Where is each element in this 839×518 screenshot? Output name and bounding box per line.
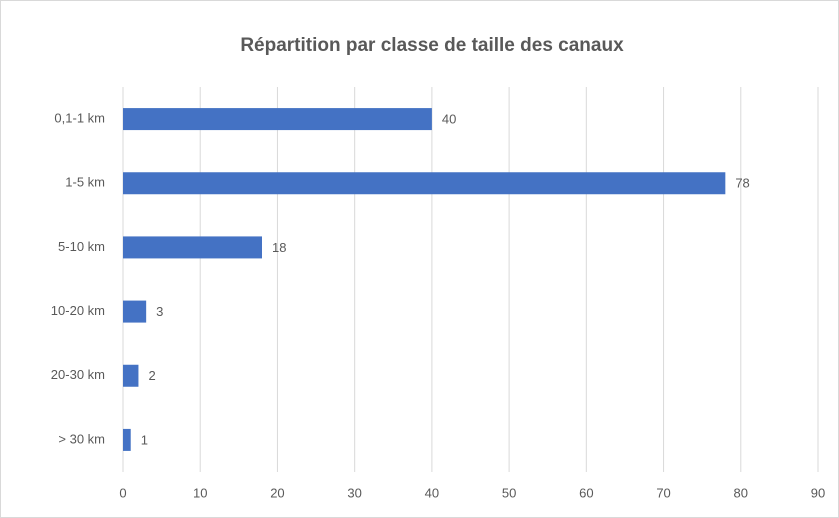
x-tick-label: 40 xyxy=(425,485,439,500)
y-tick-label: 0,1-1 km xyxy=(54,111,105,126)
x-tick-label: 70 xyxy=(656,485,670,500)
x-tick-label: 80 xyxy=(734,485,748,500)
x-tick-label: 60 xyxy=(579,485,593,500)
x-tick-label: 20 xyxy=(270,485,284,500)
data-label: 3 xyxy=(156,304,163,319)
bar xyxy=(123,172,726,195)
data-label: 18 xyxy=(272,240,286,255)
x-tick-label: 0 xyxy=(119,485,126,500)
y-tick-label: 20-30 km xyxy=(51,367,105,382)
y-tick-label: 1-5 km xyxy=(65,175,105,190)
x-tick-label: 90 xyxy=(811,485,825,500)
bar xyxy=(123,108,432,131)
x-tick-label: 50 xyxy=(502,485,516,500)
bar xyxy=(123,364,139,387)
y-tick-label: 5-10 km xyxy=(58,239,105,254)
data-label: 40 xyxy=(442,112,456,127)
data-label: 78 xyxy=(735,176,749,191)
data-label: 1 xyxy=(141,432,148,447)
bar xyxy=(123,236,262,259)
bar xyxy=(123,300,147,323)
x-tick-label: 10 xyxy=(193,485,207,500)
chart-title: Répartition par classe de taille des can… xyxy=(240,35,624,56)
x-tick-label: 30 xyxy=(347,485,361,500)
data-label: 2 xyxy=(148,368,155,383)
y-tick-label: 10-20 km xyxy=(51,303,105,318)
bar xyxy=(123,428,131,451)
y-tick-label: > 30 km xyxy=(58,431,105,446)
